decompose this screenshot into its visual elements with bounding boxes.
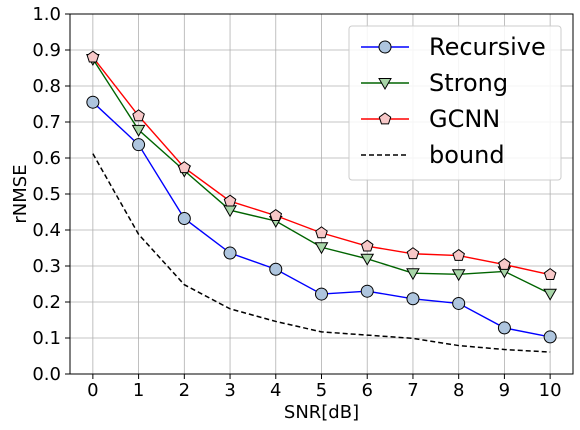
x-tick-label: 0: [87, 380, 98, 401]
data-point-gcnn: [452, 248, 465, 261]
y-tick-label: 0.4: [32, 220, 61, 241]
y-tick-label: 0.3: [32, 256, 61, 277]
y-tick-label: 0.0: [32, 364, 61, 385]
series-recursive: [86, 95, 557, 344]
x-tick-label: 7: [407, 380, 418, 401]
legend-label-strong: Strong: [429, 69, 508, 97]
data-point-recursive: [406, 292, 420, 306]
series-bound: [92, 153, 551, 353]
x-tick-label: 5: [316, 380, 327, 401]
data-point-strong: [543, 288, 557, 301]
data-point-gcnn: [178, 161, 191, 174]
data-point-recursive: [223, 246, 237, 260]
data-point-gcnn: [86, 50, 100, 63]
series-gcnn: [86, 50, 557, 280]
x-axis-label: SNR[dB]: [284, 402, 359, 423]
data-point-recursive: [132, 138, 146, 152]
x-tick-label: 1: [133, 380, 144, 401]
data-point-strong: [406, 268, 420, 281]
y-tick-label: 0.5: [32, 184, 61, 205]
y-tick-label: 0.1: [32, 328, 61, 349]
x-tick-label: 3: [224, 380, 235, 401]
ticks: 0 1 2 3 4 5 6 7 8 9 10 0.0 0.1 0.2 0.3 0.4 0.5 0.6 0.7 0.8 0…: [32, 4, 561, 401]
data-point-gcnn: [132, 109, 145, 122]
x-tick-label: 10: [539, 380, 562, 401]
y-tick-label: 0.9: [32, 40, 61, 61]
y-tick-label: 0.8: [32, 76, 61, 97]
legend-entry-bound: bound: [361, 141, 505, 169]
data-point-strong: [131, 124, 146, 137]
data-point-recursive: [452, 296, 466, 310]
legend-entry-gcnn: GCNN: [361, 105, 500, 133]
data-point-recursive: [269, 262, 283, 276]
data-point-gcnn: [406, 247, 420, 260]
data-point-strong: [360, 253, 375, 266]
y-tick-label: 0.6: [32, 148, 61, 169]
data-point-strong: [314, 242, 329, 255]
data-point-gcnn: [543, 268, 557, 280]
data-point-recursive: [497, 321, 511, 335]
legend-label-gcnn: GCNN: [429, 105, 500, 133]
data-point-gcnn: [269, 208, 283, 221]
data-point-recursive: [360, 284, 374, 298]
data-point-recursive: [86, 95, 100, 109]
legend: Recursive Strong GCNN bound: [348, 25, 562, 181]
legend-label-bound: bound: [429, 141, 505, 169]
legend-marker-strong: [378, 78, 392, 91]
x-tick-label: 2: [179, 380, 190, 401]
y-tick-label: 0.2: [32, 292, 61, 313]
data-point-gcnn: [315, 226, 328, 239]
legend-label-recursive: Recursive: [429, 33, 546, 61]
legend-entry-recursive: Recursive: [361, 33, 546, 61]
data-point-recursive: [543, 330, 557, 344]
y-tick-label: 1.0: [32, 4, 61, 25]
x-tick-label: 4: [270, 380, 281, 401]
x-tick-label: 9: [499, 380, 510, 401]
series-line-bound: [92, 153, 551, 353]
series-layer: [86, 50, 557, 353]
data-point-gcnn: [360, 239, 374, 252]
x-tick-label: 6: [362, 380, 373, 401]
data-point-strong: [451, 269, 466, 282]
y-axis-label: rNMSE: [10, 164, 31, 223]
legend-entry-strong: Strong: [361, 69, 508, 97]
legend-frame: [348, 25, 562, 181]
data-point-recursive: [315, 287, 328, 301]
x-tick-label: 8: [453, 380, 464, 401]
data-point-recursive: [177, 211, 191, 225]
data-point-gcnn: [223, 194, 237, 207]
legend-marker-recursive: [378, 40, 392, 54]
legend-marker-gcnn: [378, 112, 392, 125]
y-tick-label: 0.7: [32, 112, 61, 133]
data-point-gcnn: [498, 257, 511, 270]
